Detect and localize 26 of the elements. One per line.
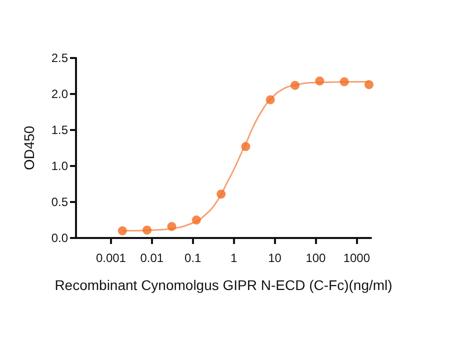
x-axis-title: Recombinant Cynomolgus GIPR N-ECD (C-Fc)(ng/ml) <box>54 277 392 293</box>
x-tick-label: 0.1 <box>184 251 202 265</box>
x-tick-label: 100 <box>306 251 326 265</box>
y-tick-label: 1.5 <box>51 123 68 137</box>
y-tick-label: 2.0 <box>51 87 68 101</box>
point <box>364 80 374 90</box>
point <box>118 226 127 236</box>
point <box>216 190 226 199</box>
point <box>340 77 349 86</box>
x-tick-label: 0.001 <box>96 251 126 265</box>
y-axis-title: OD450 <box>21 126 37 170</box>
y-tick-label: 1.0 <box>51 159 68 173</box>
point <box>315 76 324 86</box>
point <box>192 216 201 224</box>
x-tick-label: 10 <box>268 251 282 265</box>
x-tick-label: 1 <box>230 251 238 265</box>
point <box>241 142 250 152</box>
x-tick-label: 0.01 <box>140 251 164 265</box>
point <box>290 80 300 90</box>
point <box>142 226 152 235</box>
point <box>266 95 275 104</box>
x-tick-label: 1000 <box>343 251 370 265</box>
y-tick-label: 0.5 <box>51 195 68 209</box>
y-tick-label: 0.0 <box>51 231 68 245</box>
point <box>167 222 176 231</box>
y-tick-label: 2.5 <box>51 51 68 65</box>
